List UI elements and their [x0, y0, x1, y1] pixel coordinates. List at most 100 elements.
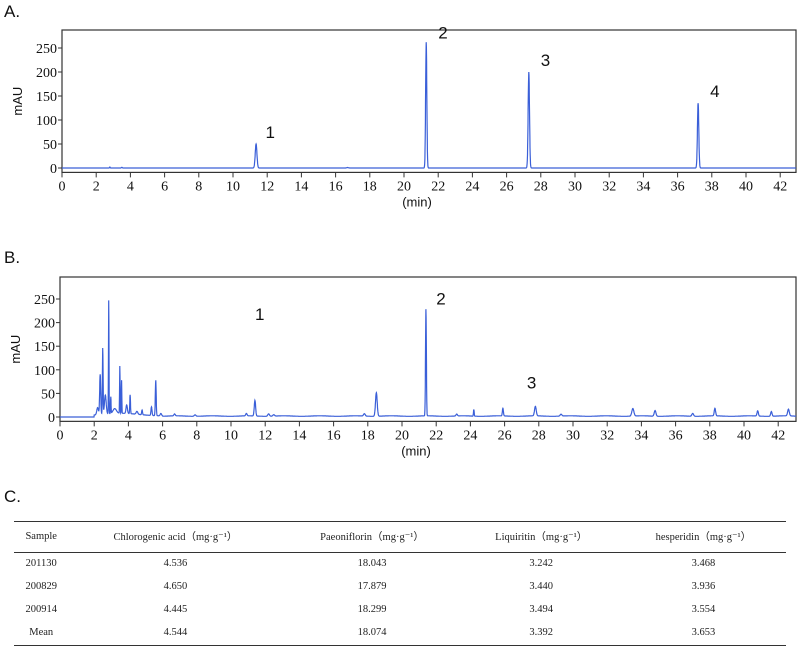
panel-b-label: B.: [4, 248, 21, 267]
x-tick-label: 18: [361, 428, 375, 443]
table-cell: 200829: [25, 581, 57, 592]
table-cell: 18.299: [357, 604, 387, 615]
y-tick-label: 0: [48, 411, 55, 426]
x-tick-label: 40: [737, 428, 751, 443]
table-cell: 4.536: [163, 558, 188, 569]
y-tick-label: 50: [41, 387, 55, 402]
table-cell: 3.554: [691, 604, 716, 615]
x-tick-label: 10: [224, 428, 238, 443]
x-tick-label: 14: [294, 179, 308, 194]
x-tick-label: 38: [705, 179, 719, 194]
table-cell: 4.445: [163, 604, 188, 615]
column-header: Paeoniflorin（mg·g⁻¹）: [282, 521, 462, 553]
x-tick-label: 18: [363, 179, 377, 194]
x-tick-label: 34: [636, 179, 650, 194]
x-tick-label: 10: [226, 179, 240, 194]
table-cell: Mean: [14, 622, 69, 646]
peak-label: 1: [255, 305, 264, 324]
y-tick-label: 100: [36, 114, 57, 129]
x-tick-label: 26: [500, 179, 514, 194]
x-axis-label: (min): [401, 443, 431, 458]
y-tick-label: 200: [34, 317, 55, 332]
x-tick-label: 12: [260, 179, 274, 194]
x-tick-label: 28: [532, 428, 546, 443]
column-header: hesperidin（mg·g⁻¹）: [620, 521, 786, 553]
table-cell: 3.653: [620, 622, 786, 646]
x-tick-label: 20: [397, 179, 411, 194]
peak-label: 1: [265, 123, 274, 142]
peak-label: 2: [436, 290, 445, 309]
y-tick-label: 50: [43, 138, 57, 153]
column-header: Sample: [14, 521, 69, 553]
x-tick-label: 26: [498, 428, 512, 443]
table-row: 200914 4.445 18.299 3.494 3.554: [14, 599, 786, 622]
table-cell: 3.242: [529, 558, 554, 569]
x-tick-label: 22: [431, 179, 445, 194]
y-tick-label: 100: [34, 364, 55, 379]
chromatogram-trace: [60, 300, 796, 418]
table-cell: 3.468: [691, 558, 716, 569]
content-table: Sample Chlorogenic acid（mg·g⁻¹） Paeoniflor…: [14, 521, 786, 646]
x-tick-label: 36: [671, 179, 685, 194]
x-axis-label: (min): [402, 194, 432, 209]
chromatograms: 0 2 4 6 8 10 12 14 16 18 20 22 24 26 28 30 32 34 36 38 40 420…: [8, 23, 797, 458]
table-cell: 201130: [25, 558, 57, 569]
x-tick-label: 32: [600, 428, 614, 443]
x-tick-label: 16: [329, 179, 343, 194]
x-tick-label: 30: [568, 179, 582, 194]
x-tick-label: 38: [703, 428, 717, 443]
x-tick-label: 42: [773, 179, 787, 194]
table-cell: 4.544: [68, 622, 283, 646]
peak-label: 2: [438, 23, 447, 42]
x-tick-label: 4: [125, 428, 132, 443]
table-cell: 4.650: [163, 581, 188, 592]
x-tick-label: 24: [465, 179, 479, 194]
chart-a: 0 2 4 6 8 10 12 14 16 18 20 22 24 26 28 30 32 34 36 38 40 420…: [10, 23, 797, 209]
peak-label: 3: [527, 374, 536, 393]
table-cell: 3.936: [691, 581, 716, 592]
x-tick-label: 16: [327, 428, 341, 443]
x-tick-label: 0: [59, 179, 66, 194]
y-tick-label: 150: [34, 340, 55, 355]
x-tick-label: 14: [292, 428, 306, 443]
table-cell: 200914: [25, 604, 57, 615]
y-tick-label: 250: [36, 42, 57, 57]
peak-label: 4: [710, 82, 719, 101]
table-cell: 17.879: [357, 581, 387, 592]
plot-frame: [61, 29, 797, 173]
x-tick-label: 30: [566, 428, 580, 443]
x-tick-label: 42: [771, 428, 785, 443]
panel-c-label: C.: [4, 487, 21, 506]
x-tick-label: 24: [463, 428, 477, 443]
table-cell: 3.392: [461, 622, 621, 646]
table-cell: 18.043: [357, 558, 387, 569]
y-tick-label: 150: [36, 90, 57, 105]
y-tick-label: 0: [50, 162, 57, 177]
x-tick-label: 8: [195, 179, 202, 194]
table-cell: 3.494: [529, 604, 554, 615]
panel-a-label: A.: [4, 2, 21, 21]
x-tick-label: 2: [91, 428, 98, 443]
table-row: 201130 4.536 18.043 3.242 3.468: [14, 553, 786, 577]
x-tick-label: 8: [193, 428, 200, 443]
x-tick-label: 0: [57, 428, 64, 443]
x-tick-label: 34: [634, 428, 648, 443]
plot-frame: [59, 276, 797, 422]
chromatogram-trace: [62, 42, 796, 169]
chart-b: 0 2 4 6 8 10 12 14 16 18 20 22 24 26 28 30 32 34 36 38 40 420…: [8, 276, 797, 458]
table-cell: 3.440: [529, 581, 554, 592]
column-header: Liquiritin（mg·g⁻¹）: [461, 521, 621, 553]
x-tick-label: 22: [429, 428, 443, 443]
x-tick-label: 6: [159, 428, 166, 443]
table-row: 200829 4.650 17.879 3.440 3.936: [14, 576, 786, 599]
y-axis-label: mAU: [8, 335, 23, 364]
table-cell: 18.074: [282, 622, 462, 646]
column-header: Chlorogenic acid（mg·g⁻¹）: [68, 521, 283, 553]
y-tick-label: 200: [36, 66, 57, 81]
peak-label: 3: [541, 51, 550, 70]
x-tick-label: 40: [739, 179, 753, 194]
x-tick-label: 2: [93, 179, 100, 194]
x-tick-label: 36: [669, 428, 683, 443]
x-tick-label: 4: [127, 179, 134, 194]
x-tick-label: 28: [534, 179, 548, 194]
